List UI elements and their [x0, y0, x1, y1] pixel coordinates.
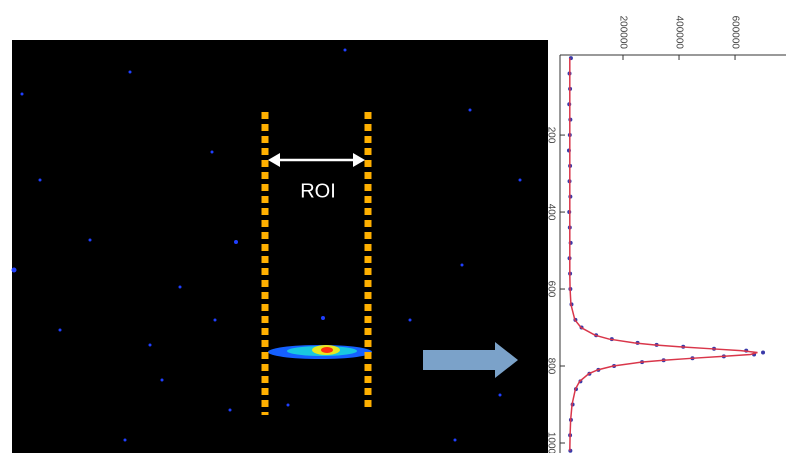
y-tick-label: 200000: [617, 16, 628, 50]
y-tick-label: 400000: [673, 16, 684, 50]
x-tick-label: 600: [545, 281, 556, 298]
figure: ROI 200 400 600 800 1000 200000 400000 600000: [0, 0, 786, 453]
plot: 200 400 600 800 1000 200000 400000 600000: [545, 16, 765, 453]
x-tick-label: 200: [545, 127, 556, 144]
fit-line: [570, 58, 758, 451]
x-tick-label: 800: [545, 358, 556, 375]
roi-label: ROI: [300, 180, 336, 202]
page: ROI 2004006008001000200000400000600000 (…: [0, 0, 786, 453]
x-tick-label: 1000: [545, 432, 556, 453]
detector-image: [12, 40, 548, 453]
x-tick-label: 400: [545, 204, 556, 221]
data-point: [761, 351, 765, 355]
y-tick-label: 600000: [729, 16, 740, 50]
